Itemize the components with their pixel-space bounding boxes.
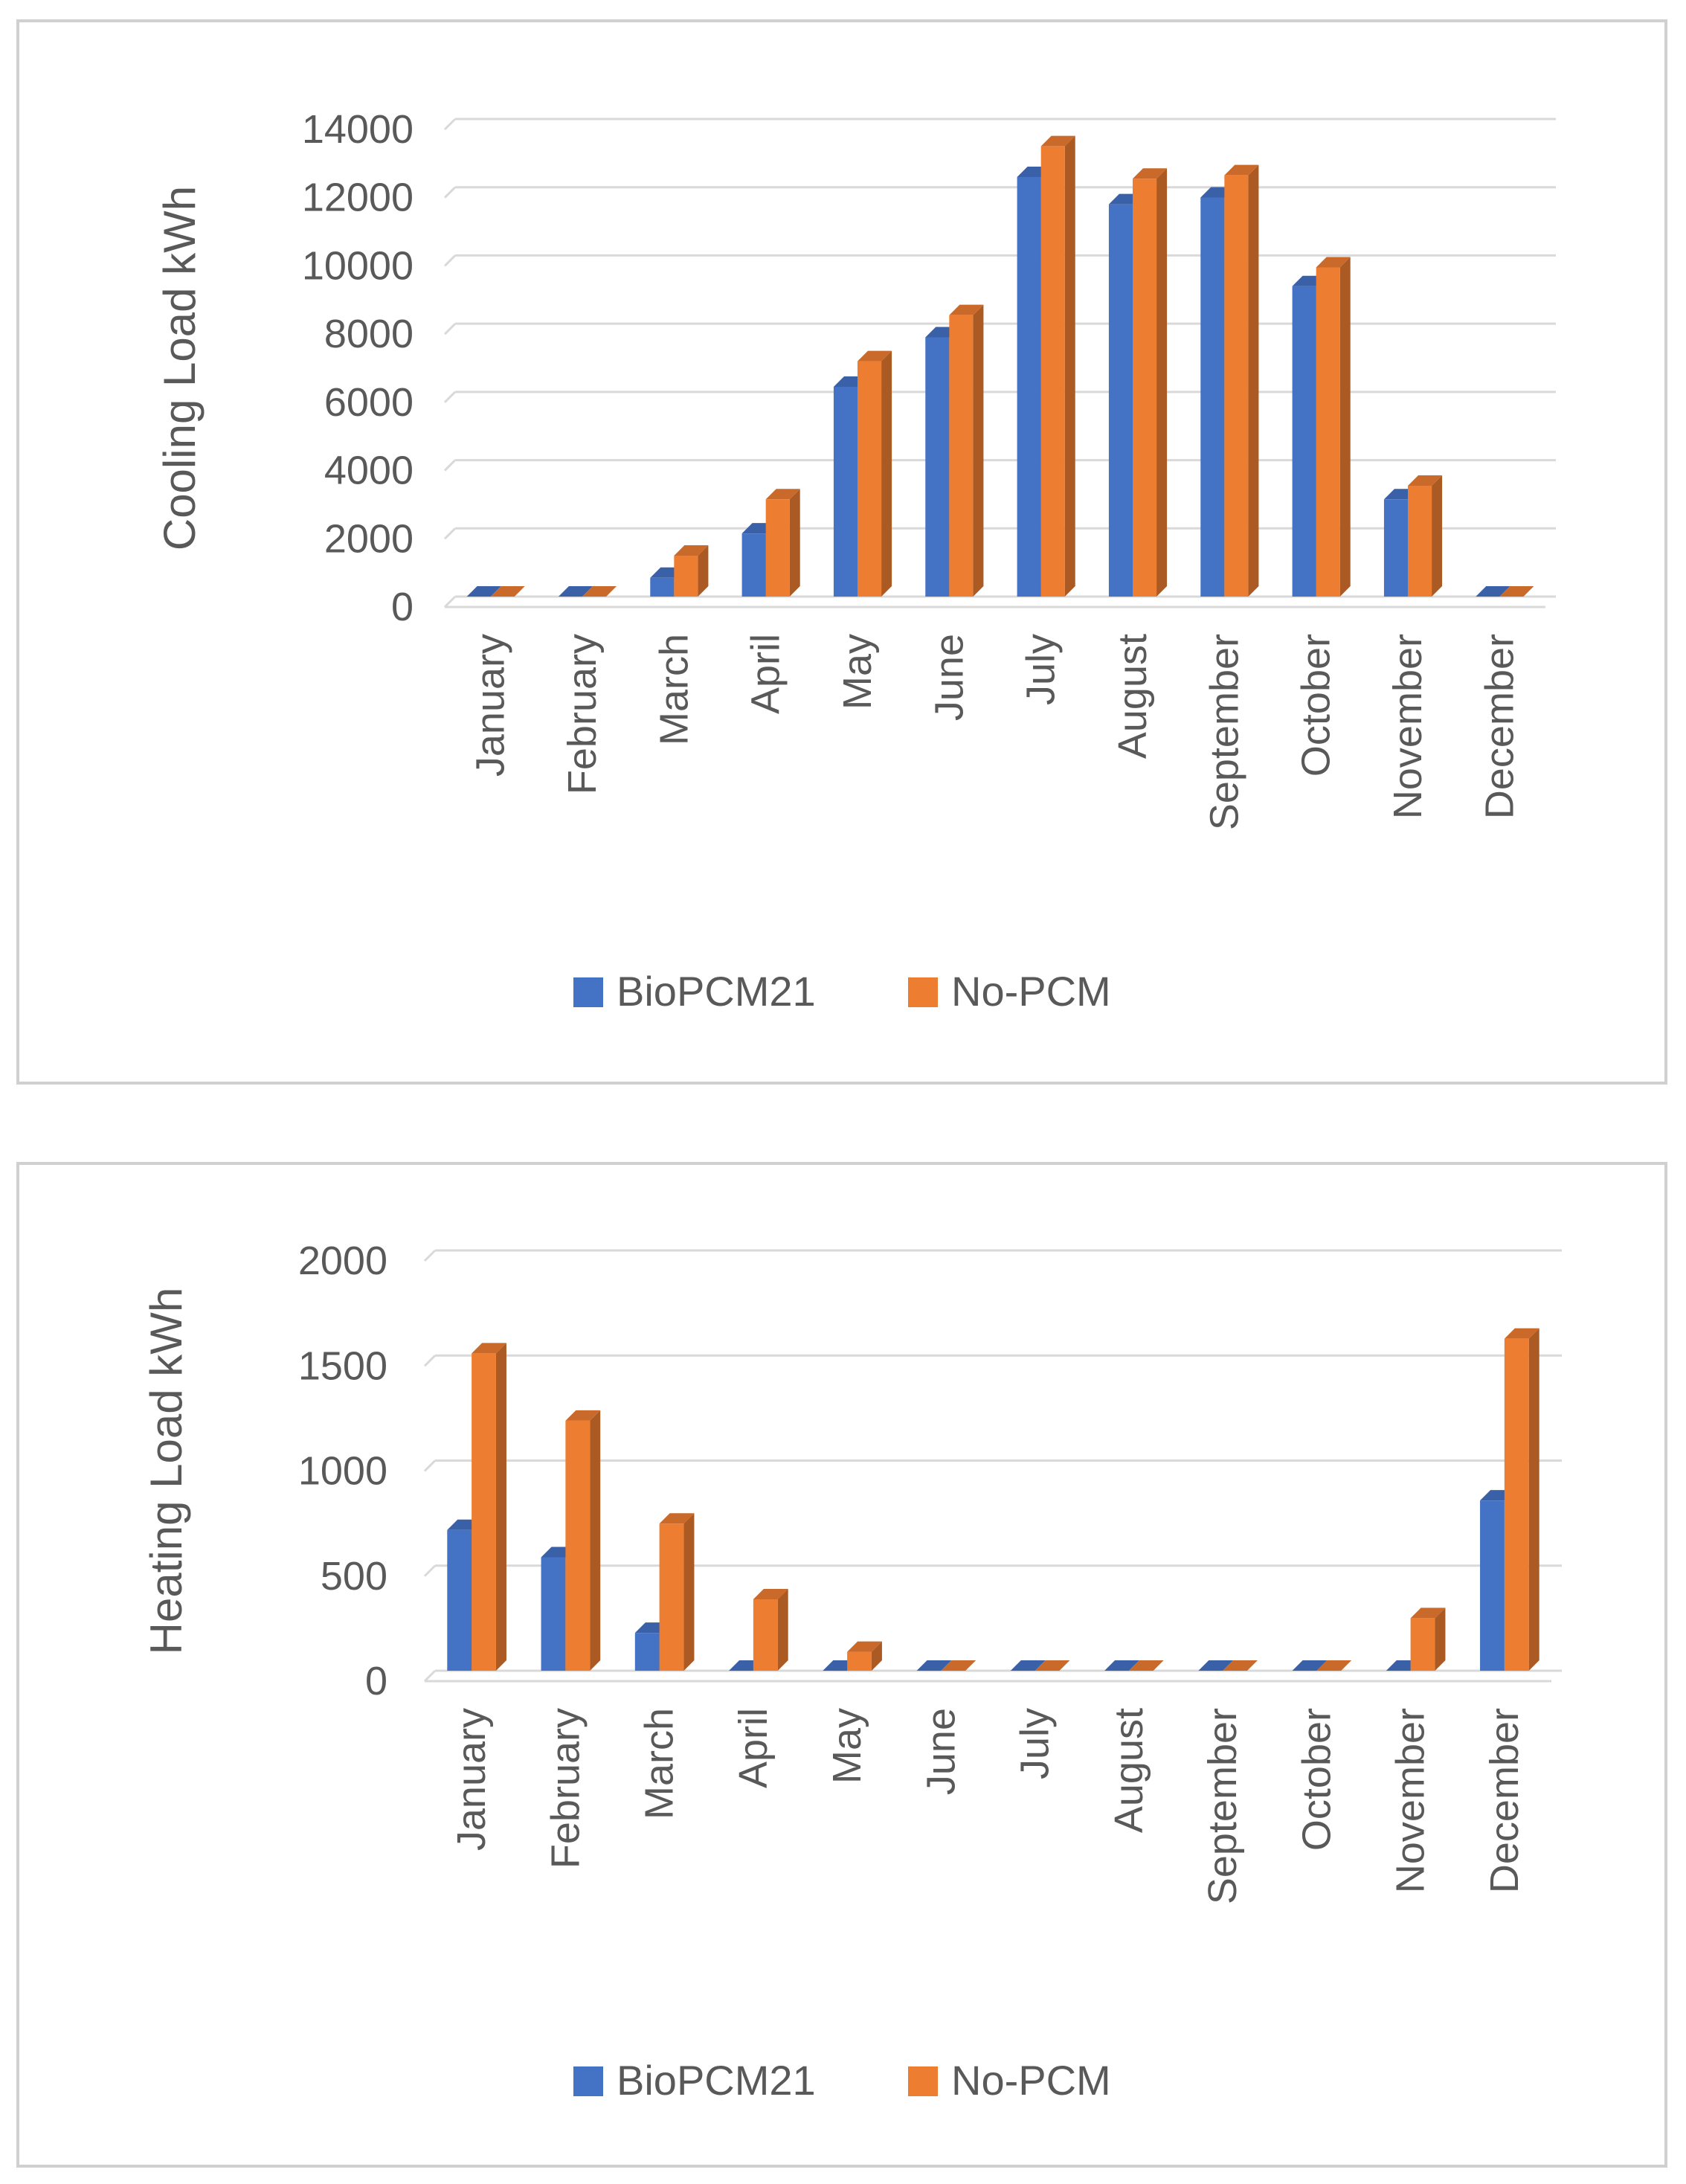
cooling-legend-label: No-PCM <box>951 968 1111 1015</box>
cooling-x-tick-label: July <box>1019 634 1064 705</box>
cooling-grid-diag <box>443 254 457 267</box>
heating-x-tick-label: December <box>1482 1708 1527 1893</box>
cooling-legend-label: BioPCM21 <box>617 968 816 1015</box>
cooling-bar-no-pcm-january <box>490 586 525 597</box>
heating-y-tick-label: 2000 <box>298 1239 387 1283</box>
heating-grid-diag <box>423 1249 437 1262</box>
heating-x-tick-label: June <box>918 1708 963 1795</box>
cooling-chart-panel: 0 2000 4000 6000 8000 10000 12000 14000 Cooling … <box>16 19 1667 1085</box>
cooling-x-tick-label: September <box>1202 634 1246 830</box>
cooling-grid-diag <box>443 186 457 199</box>
cooling-grid-diag <box>443 391 457 403</box>
cooling-x-tick-label: January <box>469 634 513 777</box>
heating-bar-no-pcm-november <box>1410 1608 1446 1671</box>
cooling-bar-no-pcm-march <box>674 545 709 597</box>
heating-x-tick-label: May <box>825 1708 869 1784</box>
cooling-y-tick-label: 14000 <box>302 107 414 152</box>
heating-x-tick-label: October <box>1294 1708 1339 1851</box>
heating-bar-no-pcm-december <box>1504 1328 1539 1671</box>
heating-y-tick-label: 0 <box>365 1659 387 1703</box>
cooling-x-tick-label: April <box>744 634 788 714</box>
cooling-load-chart: 0 2000 4000 6000 8000 10000 12000 14000 Cooling … <box>155 107 1556 1015</box>
heating-bar-biopcm21-july <box>1010 1660 1046 1671</box>
heating-grid-diag <box>423 1355 437 1367</box>
cooling-grid-diag <box>443 118 457 131</box>
cooling-y-tick-label: 0 <box>391 585 414 629</box>
heating-bar-no-pcm-june <box>941 1660 976 1671</box>
heating-x-tick-label: July <box>1013 1708 1058 1779</box>
heating-x-tick-label: March <box>637 1708 682 1820</box>
cooling-x-tick-label: June <box>927 634 971 721</box>
heating-x-tick-label: April <box>731 1708 776 1788</box>
heating-bar-no-pcm-may <box>847 1641 882 1671</box>
cooling-bar-no-pcm-december <box>1499 586 1534 597</box>
cooling-y-tick-label: 4000 <box>324 449 414 493</box>
cooling-y-tick-label: 8000 <box>324 312 414 356</box>
cooling-grid-diag <box>443 459 457 472</box>
heating-bar-biopcm21-september <box>1198 1660 1234 1671</box>
heating-bar-no-pcm-october <box>1316 1660 1352 1671</box>
heating-x-tick-label: August <box>1107 1708 1151 1833</box>
heating-legend-label: No-PCM <box>951 2057 1111 2104</box>
heating-grid-diag <box>423 1669 437 1683</box>
heating-bar-no-pcm-august <box>1128 1660 1164 1671</box>
cooling-x-tick-label: August <box>1110 634 1155 759</box>
cooling-bar-biopcm21-january <box>466 586 501 597</box>
cooling-y-tick-label: 6000 <box>324 380 414 425</box>
heating-y-tick-label: 1000 <box>298 1449 387 1494</box>
cooling-legend: BioPCM21 No-PCM <box>573 968 1111 1015</box>
cooling-bar-no-pcm-october <box>1316 257 1351 597</box>
heating-grid-diag <box>423 1459 437 1472</box>
cooling-bar-biopcm21-february <box>558 586 593 597</box>
heating-load-chart: 0 500 1000 1500 2000 Heating Load kWh January F… <box>141 1239 1562 2104</box>
cooling-bar-no-pcm-june <box>949 304 984 597</box>
heating-chart-panel: 0 500 1000 1500 2000 Heating Load kWh January F… <box>16 1162 1667 2168</box>
cooling-x-tick-label: November <box>1386 634 1430 819</box>
cooling-y-tick-label: 2000 <box>324 516 414 561</box>
heating-bar-no-pcm-january <box>472 1343 506 1671</box>
heating-bar-biopcm21-august <box>1104 1660 1139 1671</box>
heating-bar-biopcm21-october <box>1292 1660 1328 1671</box>
cooling-grid-diag <box>443 595 457 608</box>
cooling-y-tick-label: 10000 <box>302 243 414 288</box>
cooling-x-tick-label: December <box>1477 634 1522 819</box>
heating-bar-no-pcm-september <box>1223 1660 1258 1671</box>
cooling-y-tick-label: 12000 <box>302 176 414 220</box>
cooling-grid-diag <box>443 323 457 335</box>
cooling-x-tick-label: October <box>1294 634 1339 777</box>
heating-bar-no-pcm-july <box>1035 1660 1070 1671</box>
heating-x-tick-label: February <box>543 1708 588 1869</box>
heating-bar-no-pcm-march <box>659 1513 695 1671</box>
heating-x-tick-label: January <box>449 1708 494 1851</box>
heating-legend-label: BioPCM21 <box>617 2057 816 2104</box>
heating-bar-no-pcm-february <box>565 1410 601 1671</box>
cooling-legend-swatch <box>573 977 603 1007</box>
cooling-y-axis-label: Cooling Load kWh <box>155 186 205 550</box>
heating-legend-swatch <box>908 2066 938 2096</box>
cooling-bar-no-pcm-november <box>1408 475 1443 597</box>
cooling-x-tick-label: May <box>835 634 880 710</box>
heating-bar-biopcm21-june <box>916 1660 952 1671</box>
cooling-legend-swatch <box>908 977 938 1007</box>
heating-bar-no-pcm-april <box>753 1588 788 1671</box>
cooling-x-tick-label: March <box>651 634 696 745</box>
heating-grid-diag <box>423 1564 437 1577</box>
heating-legend: BioPCM21 No-PCM <box>573 2057 1111 2104</box>
cooling-grid-diag <box>443 527 457 540</box>
heating-y-tick-label: 500 <box>321 1554 387 1599</box>
heating-x-tick-label: November <box>1389 1708 1433 1893</box>
cooling-bar-no-pcm-august <box>1133 168 1168 597</box>
cooling-bar-no-pcm-april <box>765 489 800 597</box>
cooling-bar-no-pcm-may <box>858 350 892 597</box>
heating-y-axis-label: Heating Load kWh <box>141 1288 191 1655</box>
heating-x-tick-label: September <box>1200 1708 1245 1904</box>
cooling-bar-no-pcm-february <box>582 586 617 597</box>
cooling-x-tick-label: February <box>560 634 605 794</box>
cooling-bar-no-pcm-september <box>1224 164 1259 597</box>
heating-legend-swatch <box>573 2066 603 2096</box>
cooling-bar-no-pcm-july <box>1040 135 1075 597</box>
heating-y-tick-label: 1500 <box>298 1343 387 1388</box>
cooling-bar-biopcm21-december <box>1476 586 1510 597</box>
